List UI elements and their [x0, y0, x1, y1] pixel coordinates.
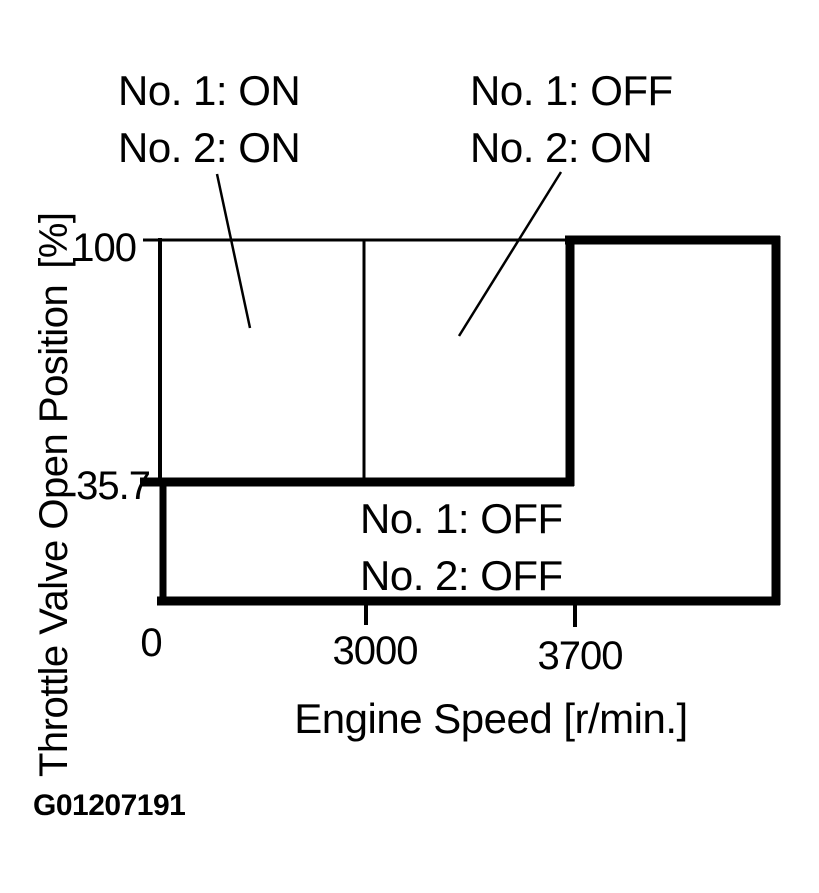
- x-tick-label-3000: 3000: [332, 629, 419, 673]
- y-axis-title-text: Throttle Valve Open Position: [32, 284, 76, 777]
- leader-line-off-on: [457, 171, 563, 337]
- y-axis-unit: [%]: [32, 212, 76, 269]
- x-tick-label-0: 0: [140, 621, 162, 665]
- region-label-line: No. 2: ON: [470, 124, 653, 171]
- region-label-line: No. 1: ON: [118, 67, 301, 114]
- figure-id: G01207191: [33, 789, 186, 822]
- region-label-fan1-off-fan2-on: No. 1: OFF No. 2: ON: [470, 62, 673, 176]
- x-tick-label-3700: 3700: [537, 634, 624, 678]
- region-label-line: No. 1: OFF: [360, 495, 563, 542]
- region-label-fan1-off-fan2-off: No. 1: OFF No. 2: OFF: [360, 490, 563, 604]
- y-tick-label-100: 100: [72, 226, 137, 270]
- region-label-line: No. 2: OFF: [360, 552, 563, 599]
- leader-line-on-on: [215, 173, 252, 329]
- y-axis-title: Throttle Valve Open Position [%]: [31, 213, 77, 778]
- region-label-line: No. 1: OFF: [470, 67, 673, 114]
- region-label-fan1-on-fan2-on: No. 1: ON No. 2: ON: [118, 62, 301, 176]
- y-tick-label-35-7: 35.7: [76, 464, 151, 508]
- region-label-line: No. 2: ON: [118, 124, 301, 171]
- x-axis-title: Engine Speed [r/min.]: [294, 695, 688, 742]
